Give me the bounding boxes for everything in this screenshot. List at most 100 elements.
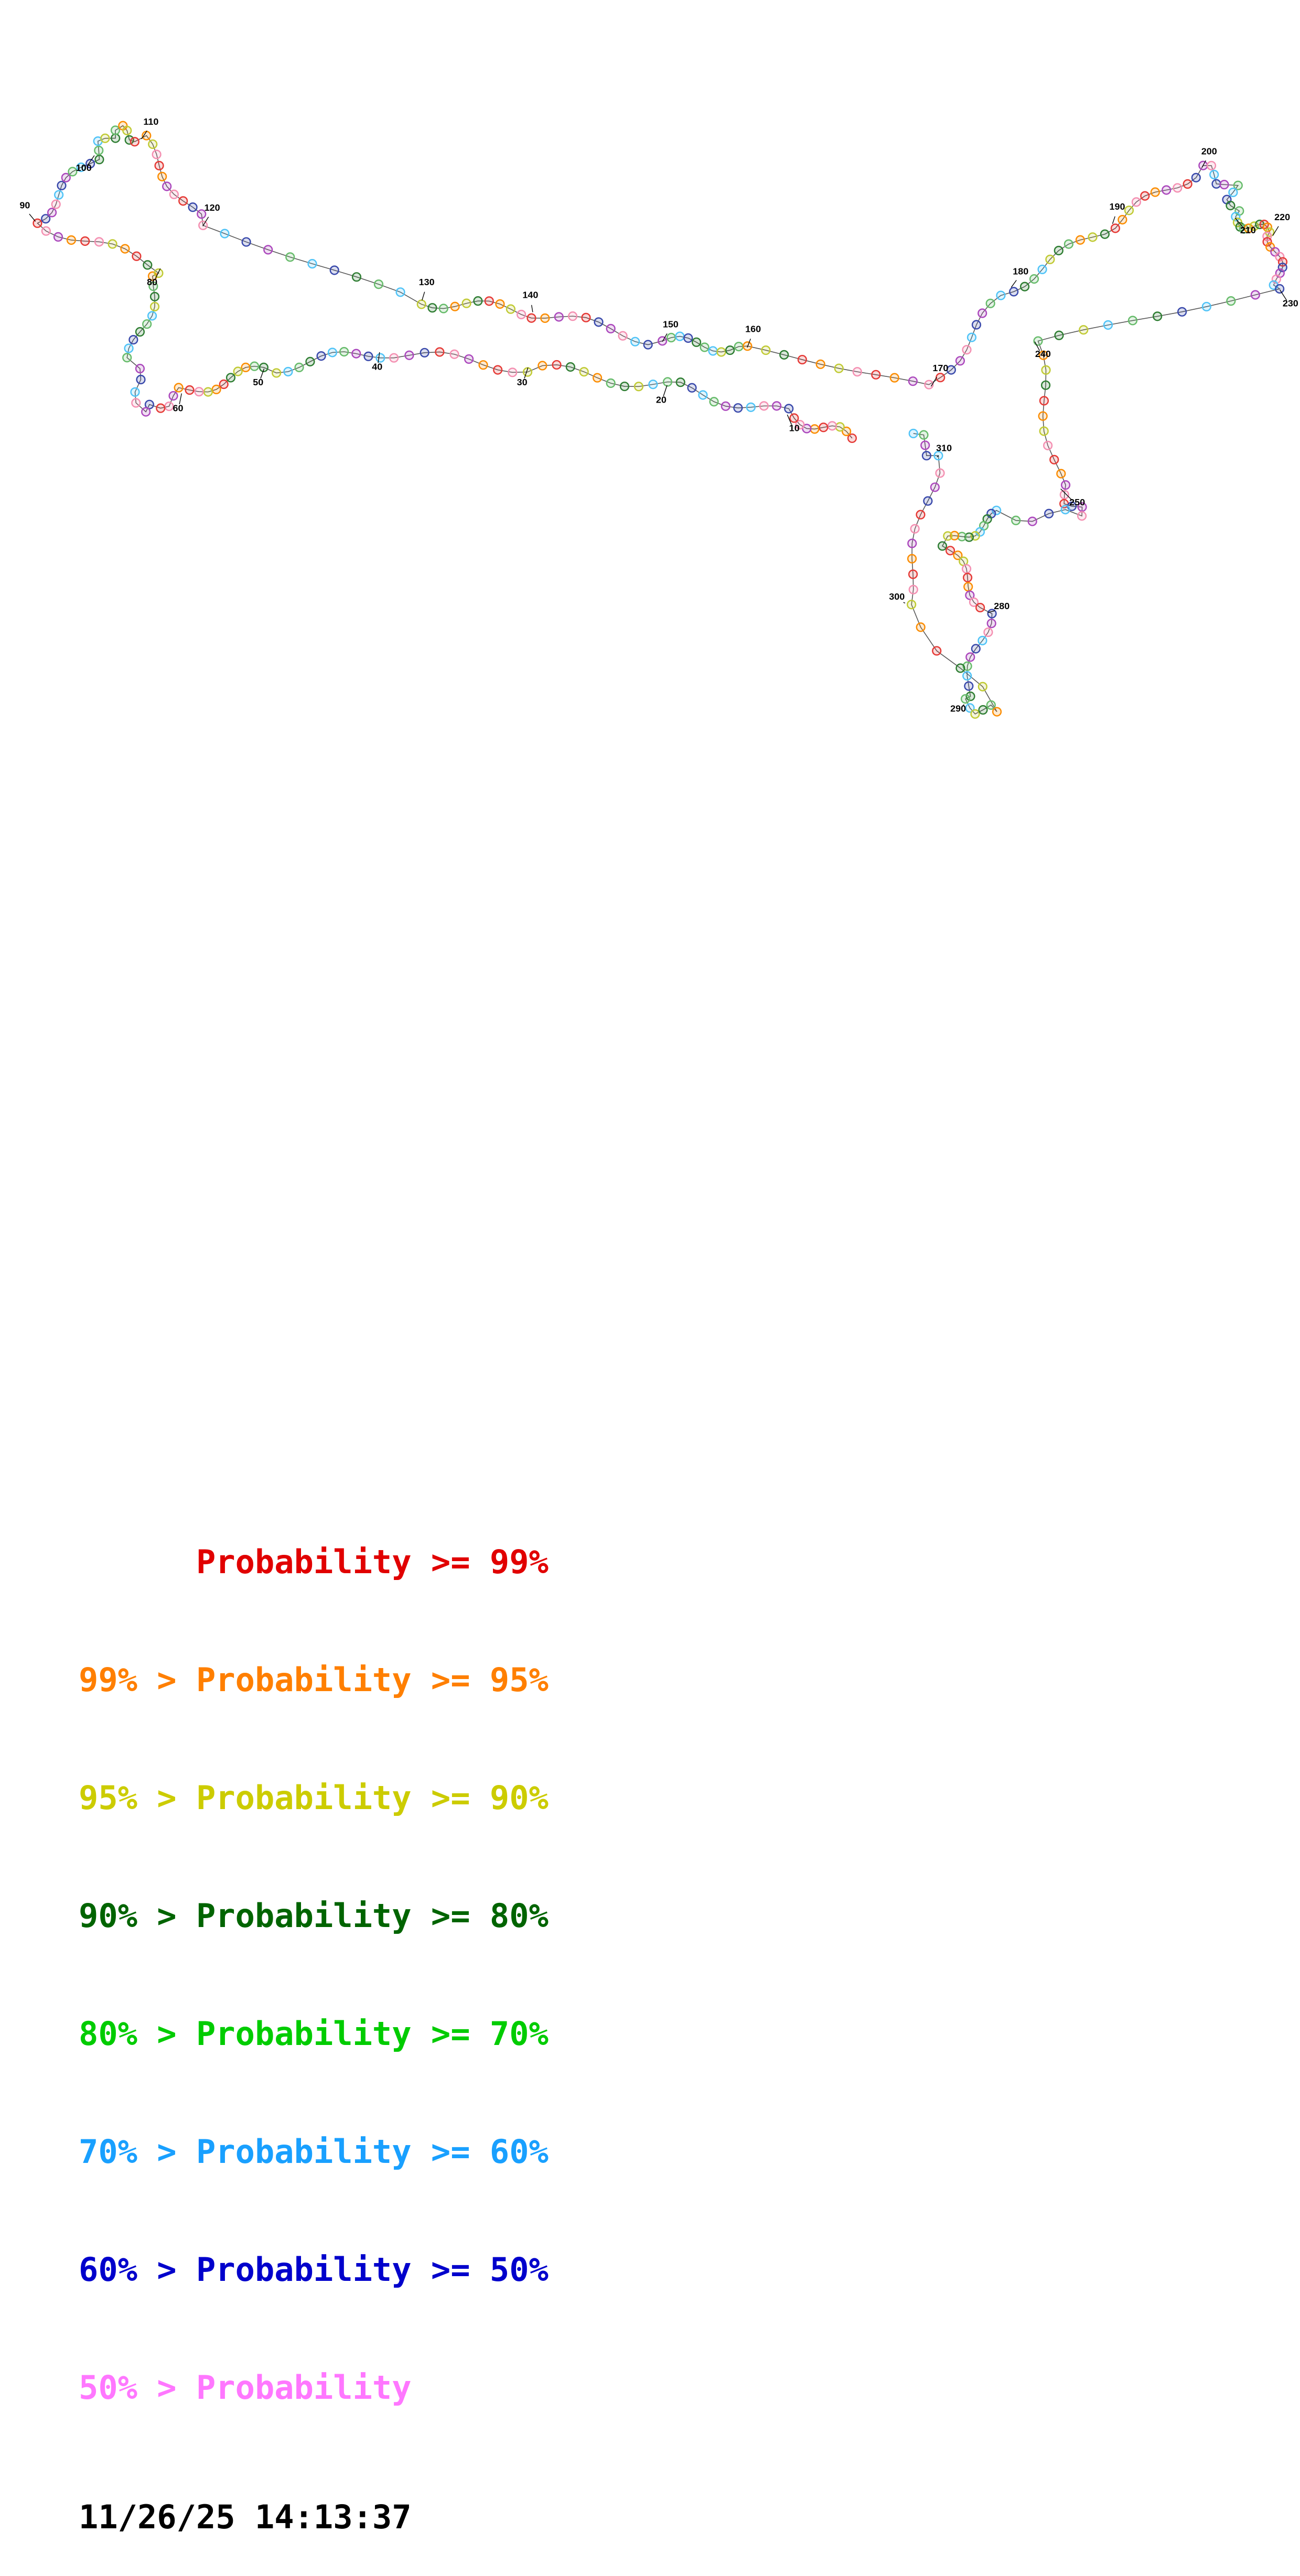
position-label: 250 xyxy=(1069,497,1085,507)
position-label: 110 xyxy=(143,116,158,127)
nucleotide xyxy=(307,259,317,269)
nucleotide xyxy=(819,423,829,432)
nucleotide xyxy=(1043,440,1053,450)
nucleotide xyxy=(920,440,930,450)
nucleotide xyxy=(263,245,273,255)
nucleotide xyxy=(154,160,164,171)
nucleotide xyxy=(907,600,917,610)
nucleotide xyxy=(484,296,494,306)
nucleotide xyxy=(581,312,591,322)
nucleotide xyxy=(1063,239,1074,249)
nucleotide xyxy=(85,159,95,169)
nucleotide xyxy=(746,402,756,412)
nucleotide xyxy=(1100,229,1110,239)
nucleotide xyxy=(923,496,933,506)
nucleotide xyxy=(329,265,339,275)
nucleotide xyxy=(148,281,158,291)
nucleotide xyxy=(194,387,204,397)
nucleotide xyxy=(789,413,799,423)
position-label: 140 xyxy=(522,290,538,300)
nucleotide xyxy=(316,351,326,361)
nucleotide xyxy=(698,390,708,400)
nucleotide xyxy=(461,298,471,308)
position-label: 170 xyxy=(932,363,948,373)
nucleotide xyxy=(908,569,918,579)
nucleotide xyxy=(188,202,198,212)
nucleotide xyxy=(1173,183,1183,193)
nucleotide xyxy=(135,327,145,337)
nucleotide xyxy=(992,505,1002,515)
nucleotide xyxy=(970,709,980,719)
nucleotide xyxy=(1054,330,1064,340)
nucleotide xyxy=(66,235,77,245)
nucleotide xyxy=(124,135,134,145)
nucleotide xyxy=(94,145,104,156)
nucleotide xyxy=(154,268,164,278)
position-label: 80 xyxy=(147,277,157,287)
label-tick xyxy=(29,213,36,222)
nucleotide xyxy=(449,349,459,359)
nucleotide xyxy=(1029,274,1039,284)
label-tick xyxy=(987,610,995,613)
nucleotide xyxy=(935,468,945,478)
nucleotide xyxy=(111,133,121,143)
nucleotide xyxy=(41,214,51,224)
nucleotide xyxy=(734,342,744,352)
nucleotide xyxy=(211,384,221,395)
nucleotide xyxy=(1275,284,1285,294)
nucleotide xyxy=(250,361,260,371)
nucleotide xyxy=(648,380,658,389)
nucleotide xyxy=(579,367,589,377)
position-label: 40 xyxy=(372,362,382,372)
nucleotide xyxy=(987,609,997,619)
nucleotide xyxy=(606,323,616,334)
legend-entry-80: 90% > Probability >= 80% xyxy=(79,1897,549,1935)
nucleotide xyxy=(1054,245,1063,256)
nucleotide xyxy=(937,541,948,551)
nucleotide xyxy=(141,407,151,417)
label-tick xyxy=(937,455,939,458)
nucleotide xyxy=(779,350,789,360)
label-tick xyxy=(1011,280,1017,288)
nucleotide xyxy=(619,381,630,392)
nucleotide xyxy=(986,619,996,629)
legend-entry-below-50: 50% > Probability xyxy=(79,2368,412,2407)
nucleotide xyxy=(618,331,628,341)
nucleotide xyxy=(797,354,807,365)
nucleotide xyxy=(841,426,852,437)
nucleotide xyxy=(978,705,988,715)
nucleotide xyxy=(1039,426,1049,436)
nucleotide xyxy=(1127,316,1138,326)
nucleotide xyxy=(771,401,782,411)
nucleotide xyxy=(1110,223,1120,233)
nucleotide xyxy=(910,524,920,534)
position-label: 20 xyxy=(656,395,667,405)
position-label: 290 xyxy=(950,703,966,713)
nucleotide xyxy=(985,298,995,308)
nucleotide xyxy=(1226,201,1235,211)
legend-entry-70: 80% > Probability >= 70% xyxy=(79,2015,549,2053)
nucleotide xyxy=(919,430,929,440)
label-tick xyxy=(962,704,964,707)
label-tick xyxy=(260,369,265,379)
nucleotide xyxy=(847,433,857,443)
nucleotide xyxy=(1124,205,1134,215)
nucleotide xyxy=(975,602,985,613)
nucleotide xyxy=(977,635,987,646)
nucleotide xyxy=(795,419,805,430)
label-tick xyxy=(378,352,380,363)
nucleotide xyxy=(1075,235,1086,245)
nucleotide xyxy=(1019,282,1030,291)
nucleotide xyxy=(259,362,268,372)
label-tick xyxy=(930,376,937,387)
nucleotide xyxy=(122,353,132,363)
nucleotide xyxy=(666,332,676,343)
nucleotide xyxy=(450,301,460,311)
nucleotide xyxy=(1077,502,1087,512)
nucleotide xyxy=(1045,254,1055,264)
nucleotide xyxy=(164,401,174,412)
label-tick xyxy=(663,385,668,396)
nucleotide xyxy=(130,387,140,397)
nucleotide xyxy=(1275,252,1285,262)
nucleotide xyxy=(1131,197,1141,207)
